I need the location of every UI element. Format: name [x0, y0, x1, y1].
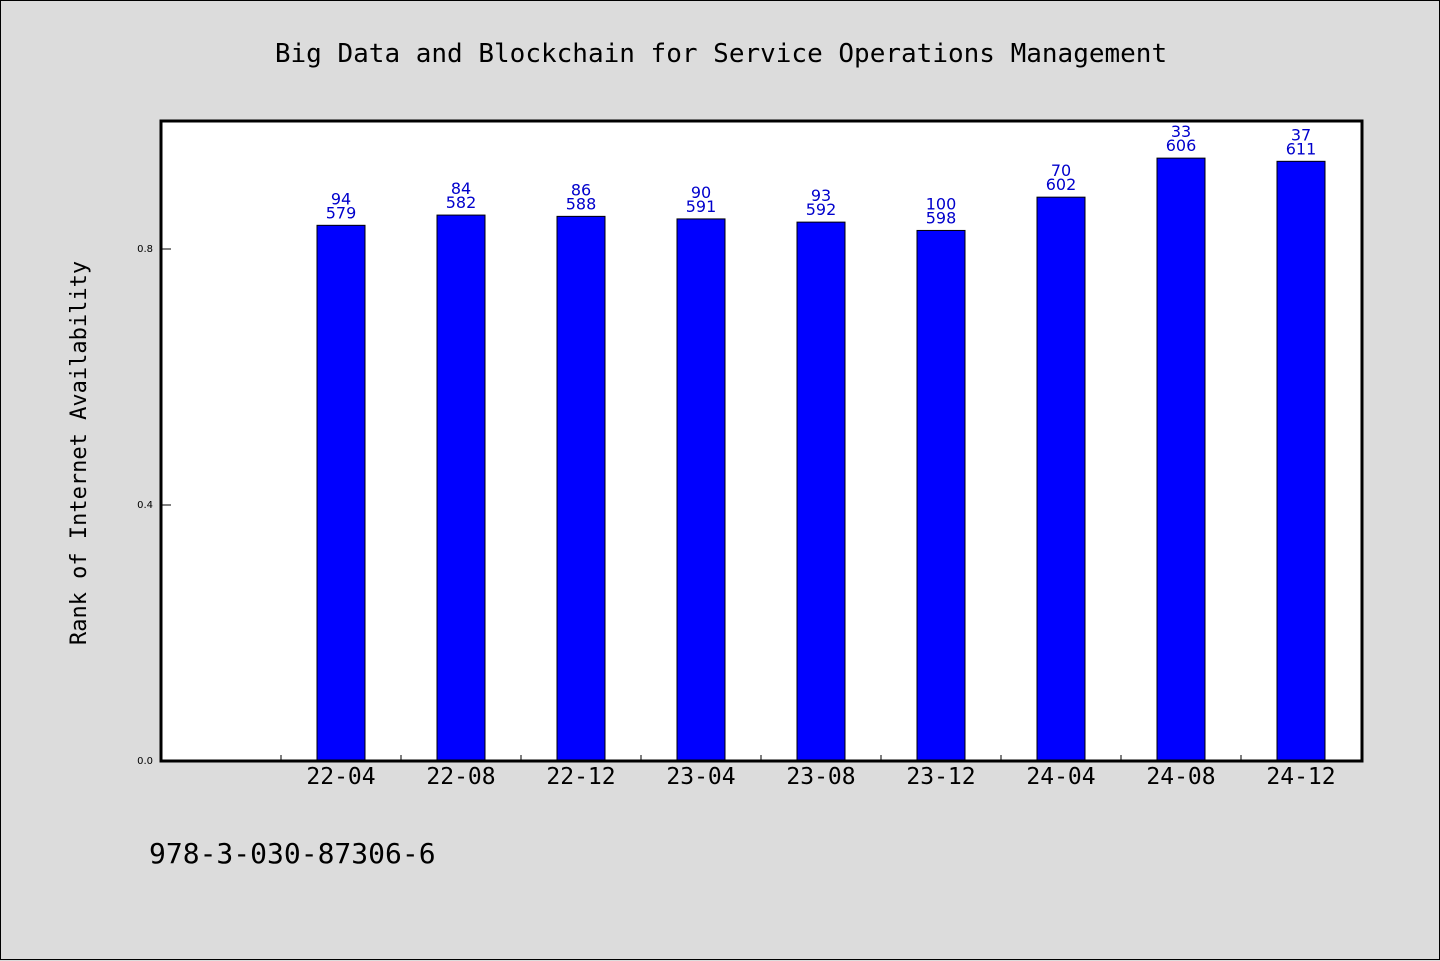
bar-label-top: 90	[691, 183, 711, 202]
bar-label-top: 33	[1171, 122, 1191, 141]
bar-label-top: 93	[811, 186, 831, 205]
bar-23-04	[676, 218, 726, 762]
bar-label-bottom: 598	[926, 208, 957, 227]
x-tick-label: 22-08	[426, 764, 495, 790]
x-tick-label: 23-04	[666, 764, 735, 790]
bar-24-04	[1036, 196, 1086, 762]
x-tick-label: 24-08	[1146, 764, 1215, 790]
y-tick-label: 0.8	[137, 244, 153, 255]
bar-label-top: 94	[331, 189, 351, 208]
y-axis-label: Rank of Internet Availability	[67, 261, 92, 645]
plot-border	[159, 119, 1364, 763]
bar-label-bottom: 591	[686, 197, 717, 216]
bar-label-bottom: 606	[1166, 136, 1197, 155]
x-tick-label: 23-12	[906, 764, 975, 790]
bar-23-08	[796, 221, 846, 762]
x-tick-label: 23-08	[786, 764, 855, 790]
bar-label-top: 37	[1291, 125, 1311, 144]
bar-label-top: 84	[451, 179, 471, 198]
y-tick-label: 0.0	[137, 756, 153, 767]
bar-label-bottom: 602	[1046, 175, 1077, 194]
bar-22-04	[316, 224, 366, 762]
bar-23-12	[916, 229, 966, 762]
bar-label-bottom: 611	[1286, 139, 1317, 158]
x-tick-label: 24-04	[1026, 764, 1095, 790]
chart-title: Big Data and Blockchain for Service Oper…	[275, 39, 1167, 69]
bar-24-08	[1156, 157, 1206, 762]
isbn-text: 978-3-030-87306-6	[149, 837, 436, 870]
bar-label-bottom: 579	[326, 203, 357, 222]
bar-label-top: 86	[571, 180, 591, 199]
x-tick-label: 22-12	[546, 764, 615, 790]
bar-label-bottom: 588	[566, 194, 597, 213]
x-ticks-group: 22-04 22-08 22-12 23-04 23-08 23-12 24-04 24-08…	[280, 755, 1362, 790]
x-tick-label: 24-12	[1266, 764, 1335, 790]
bar-label-bottom: 582	[446, 193, 477, 212]
x-tick-label: 22-04	[306, 764, 375, 790]
bar-22-08	[436, 214, 486, 762]
bar-24-12	[1276, 160, 1326, 762]
bar-label-top: 70	[1051, 161, 1071, 180]
bar-label-top: 100	[926, 194, 957, 213]
y-tick-label: 0.4	[137, 500, 153, 511]
bar-22-12	[556, 215, 606, 762]
bar-label-bottom: 592	[806, 200, 837, 219]
